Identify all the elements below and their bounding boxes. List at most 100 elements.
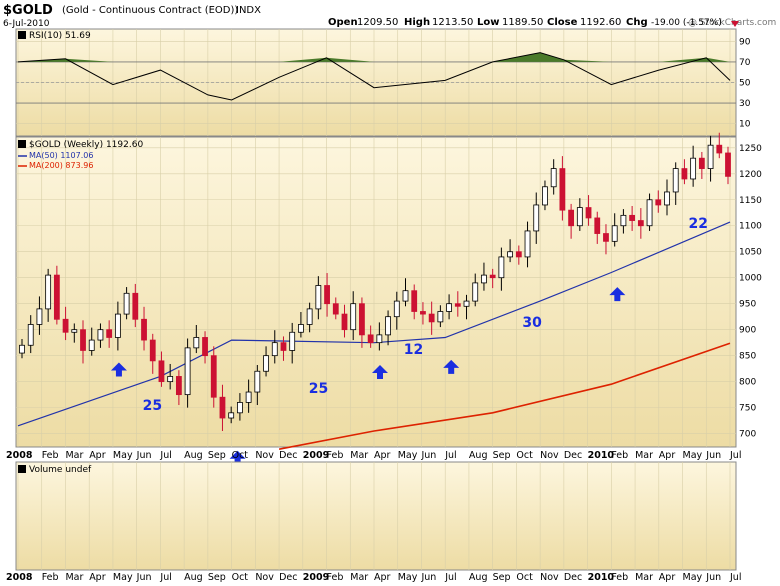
x-tick-label: Mar <box>635 572 653 583</box>
candle-body <box>219 396 226 419</box>
chg-label: Chg <box>626 17 648 28</box>
candle-body <box>481 274 487 284</box>
candle-body <box>594 217 601 234</box>
candle-body <box>36 308 43 325</box>
candle-body <box>359 303 365 336</box>
price-panel <box>15 136 737 448</box>
candle-body <box>707 144 714 169</box>
price-legend-swatch <box>18 140 26 148</box>
rsi-grid <box>16 29 736 136</box>
candle-body <box>489 274 496 279</box>
close-value: 1192.60 <box>580 17 621 28</box>
symbol: $GOLD <box>3 3 53 18</box>
candle-body <box>271 342 278 357</box>
candle-body <box>263 355 269 372</box>
candle-body <box>193 337 200 349</box>
price-tick-label: 1100 <box>739 222 762 232</box>
x-tick-label: Apr <box>89 450 106 461</box>
candle-body <box>132 292 139 320</box>
candle-body <box>655 199 662 206</box>
candle-body <box>71 329 78 333</box>
x-tick-label: Sep <box>493 450 511 461</box>
candle-body <box>637 220 644 227</box>
x-tick-label: 2008 <box>6 572 33 583</box>
candle-body <box>420 311 426 315</box>
x-tick-label: Sep <box>208 450 226 461</box>
volume-legend-swatch <box>18 465 26 473</box>
rsi-overbought-fill <box>18 52 730 62</box>
x-tick-label: Jun <box>705 572 721 583</box>
ma50-label: MA(50) 1107.06 <box>29 151 93 160</box>
annotation-label: 25 <box>143 398 162 414</box>
x-tick-label: Jul <box>159 572 171 583</box>
candle-body <box>620 214 627 227</box>
candlesticks <box>19 132 731 432</box>
candle-body <box>298 324 304 333</box>
price-tick-label: 1250 <box>739 144 762 154</box>
x-tick-label: Feb <box>327 450 344 461</box>
x-tick-label: Aug <box>184 450 203 461</box>
candle-body <box>80 329 86 351</box>
x-tick-label: May <box>398 572 418 583</box>
x-tick-label: Dec <box>564 572 582 583</box>
x-tick-label: Feb <box>42 450 59 461</box>
x-tick-label: Sep <box>493 572 511 583</box>
candle-body <box>149 339 156 362</box>
candle-body <box>681 168 688 180</box>
watermark: @ StockCharts.com <box>688 18 776 28</box>
up-arrow-icon <box>443 359 460 374</box>
price-tick-label: 800 <box>739 378 756 388</box>
x-tick-label: Aug <box>469 450 488 461</box>
x-tick-label: Apr <box>374 450 391 461</box>
x-tick-label: Mar <box>635 450 653 461</box>
x-tick-label: Aug <box>469 572 488 583</box>
x-tick-label: Nov <box>540 450 559 461</box>
rsi-legend-swatch <box>18 31 26 39</box>
x-tick-label: Jun <box>420 572 436 583</box>
price-tick-label: 850 <box>739 352 756 362</box>
x-tick-label: Sep <box>208 572 226 583</box>
candle-body <box>524 230 531 258</box>
chg-value: -19.00 (-1.57%) <box>651 18 722 28</box>
ma200-label: MA(200) 873.96 <box>29 161 93 170</box>
candle-body <box>698 157 705 169</box>
candle-body <box>559 168 566 211</box>
candle-body <box>106 329 113 338</box>
candle-body <box>228 412 235 419</box>
x-tick-label: May <box>683 450 703 461</box>
rsi-tick-label: 50 <box>739 79 751 89</box>
open-value: 1209.50 <box>357 17 398 28</box>
candle-body <box>167 376 174 383</box>
candle-body <box>158 360 165 383</box>
high-value: 1213.50 <box>432 17 473 28</box>
chart-date: 6-Jul-2010 <box>3 19 50 29</box>
candle-body <box>550 168 557 188</box>
x-tick-label: May <box>113 572 133 583</box>
candle-body <box>542 186 548 206</box>
rsi-axis: 90 70 50 30 10 <box>739 37 751 129</box>
candle-body <box>664 191 670 206</box>
x-tick-label: May <box>113 450 133 461</box>
candle-body <box>629 214 636 221</box>
x-tick-label: Jun <box>705 450 721 461</box>
candle-body <box>498 256 505 279</box>
candle-body <box>237 402 243 414</box>
price-axis: 1250 1200 1150 1100 1050 1000 950 900 850 800 750 7… <box>739 144 762 440</box>
x-tick-label: Jul <box>444 572 456 583</box>
x-tick-label: Jun <box>420 450 436 461</box>
candle-body <box>280 342 287 351</box>
x-tick-label: Jul <box>729 450 741 461</box>
candle-body <box>376 334 383 344</box>
x-tick-label: 2008 <box>6 450 33 461</box>
candle-body <box>725 152 731 177</box>
candle-body <box>428 313 435 323</box>
exchange: INDX <box>236 5 261 16</box>
x-tick-label: Mar <box>350 572 368 583</box>
x-tick-label: Jul <box>444 450 456 461</box>
candle-body <box>141 318 147 341</box>
x-tick-label: Feb <box>42 572 59 583</box>
low-value: 1189.50 <box>502 17 543 28</box>
x-tick-label: Feb <box>327 572 344 583</box>
x-tick-label: Feb <box>611 450 628 461</box>
